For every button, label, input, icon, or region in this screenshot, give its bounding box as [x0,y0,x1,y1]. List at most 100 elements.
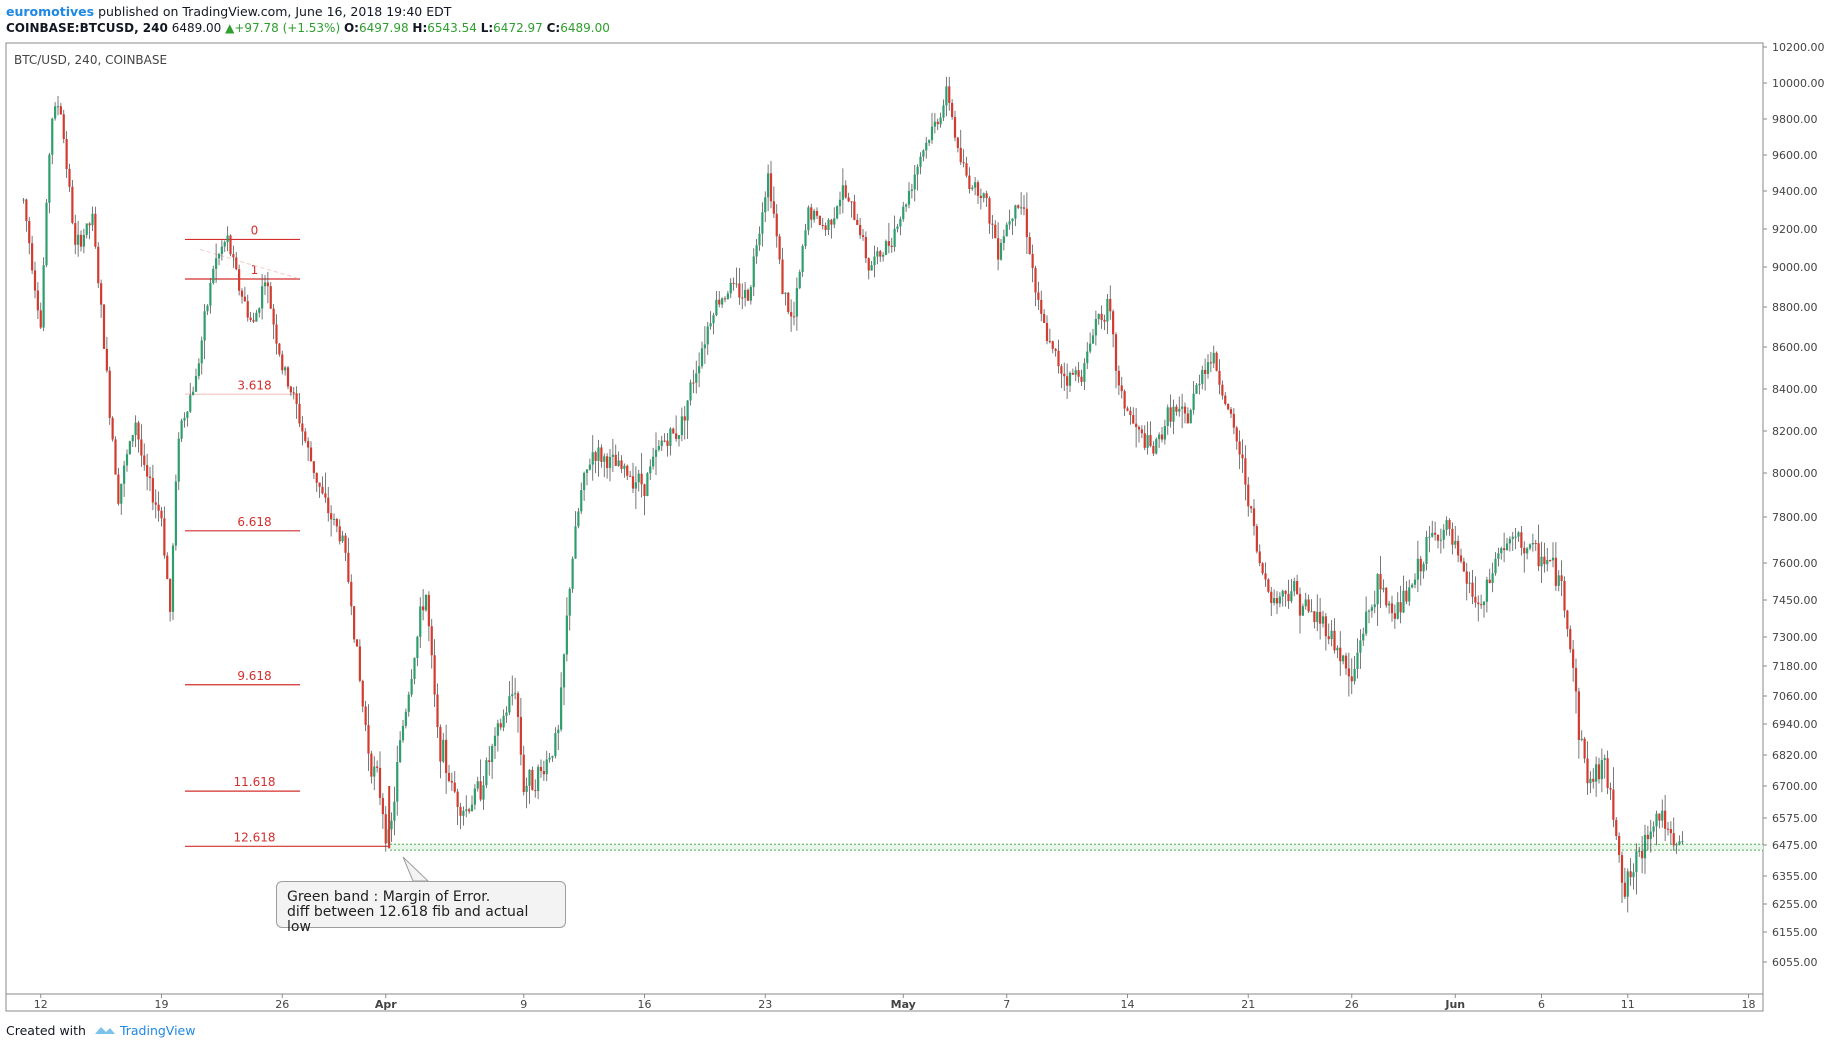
candle-down [453,782,456,792]
candle-up [54,106,57,119]
candle-down [243,296,246,302]
candle-up [1195,385,1198,394]
candle-down [956,137,959,148]
candle-up [194,376,198,392]
candle-up [482,785,485,800]
symbol-label[interactable]: COINBASE:BTCUSD, 240 [6,21,168,35]
candle-down [269,286,272,309]
candle-down [1658,813,1661,821]
candle-up [410,678,413,695]
candle-down [1060,366,1063,374]
candle-up [646,473,649,497]
tradingview-link[interactable]: TradingView [119,1023,196,1038]
fib-level-label: 0 [251,223,259,237]
candle-up [332,518,336,520]
candle-up [1367,610,1371,612]
candle-down [948,86,951,103]
candle-down [1419,558,1422,572]
candle-down [148,476,152,479]
candle-down [1218,370,1221,385]
candle-up [893,228,896,248]
candle-down [1307,599,1310,612]
candle-down [1080,376,1083,382]
candle-up [1603,758,1606,760]
candle-down [1037,292,1040,300]
candle-up [735,283,738,285]
candle-down [1534,543,1537,545]
candle-down [1520,532,1523,548]
candle-up [807,207,810,231]
candle-down [367,725,370,754]
candle-down [1227,403,1230,410]
author-link[interactable]: euromotives [6,4,95,19]
candle-down [620,460,623,469]
candle-up [1301,606,1304,616]
candle-up [804,230,807,247]
candle-up [197,363,200,377]
candle-down [746,289,750,301]
y-tick-label: 6475.00 [1772,839,1818,852]
candle-down [1379,574,1382,590]
candle-up [1155,439,1158,454]
time-scale[interactable]: 12 19 26 Apr 9 16 23 May 7 14 21 26 Jun 6 11 18 [34,994,1756,1011]
y-tick-label: 6255.00 [1772,898,1818,911]
candle-up [416,636,419,659]
candle-down [1186,413,1189,424]
candle-up [1428,536,1431,538]
candle-up [217,254,221,259]
candle-up [1491,573,1494,583]
candle-down [778,236,781,260]
candle-up [424,594,428,611]
candle-up [226,235,229,243]
candle-up [1482,601,1486,606]
candle-up [905,204,908,207]
annotation-callout[interactable]: Green band : Margin of Error. diff betwe… [276,881,566,935]
candle-down [100,283,103,305]
candle-up [971,187,974,189]
candle-down [516,693,520,717]
candle-up [1212,352,1215,364]
candle-down [1123,391,1126,409]
candle-up [798,271,801,289]
candle-down [1264,573,1267,580]
candle-up [1181,406,1184,409]
candle-down [1672,833,1675,846]
candle-up [263,282,267,287]
candle-up [1511,536,1514,539]
candle-up [1091,335,1095,344]
candle-down [1669,829,1672,834]
candle-down [1112,311,1115,335]
candle-down [1523,547,1526,554]
pane-title: BTC/USD, 240, COINBASE [14,53,167,67]
x-tick-label: 16 [638,998,652,1011]
candle-up [413,658,416,679]
y-tick-label: 9800.00 [1772,113,1818,126]
y-tick-label: 6355.00 [1772,870,1818,883]
candle-up [634,482,637,489]
candle-down [289,386,292,393]
candle-up [401,725,405,741]
candle-up [721,298,724,305]
candle-up [1370,607,1373,611]
close-value: 6489.00 [560,21,610,35]
candle-up [1638,851,1641,853]
fib-extension[interactable]: 0 1 3.618 6.618 9.618 11.618 12.618 [185,223,390,847]
candle-up [882,254,885,257]
candle-up [922,150,925,157]
candle-up [755,245,758,257]
candle-down [353,606,356,640]
candle-up [128,441,131,455]
candle-up [1454,540,1457,545]
y-tick-label: 6055.00 [1772,956,1818,969]
x-tick-label: 7 [1003,998,1010,1011]
price-scale[interactable]: 10200.00 10000.00 9800.00 9600.00 9400.00 920… [1763,41,1825,969]
candle-up [744,289,747,298]
candle-down [1160,434,1164,440]
candle-up [1304,599,1307,607]
candle-down [1646,834,1649,840]
candle-up [514,693,517,695]
candle-down [1250,506,1253,509]
candle-down [1235,427,1238,442]
candle-up [1094,318,1097,336]
